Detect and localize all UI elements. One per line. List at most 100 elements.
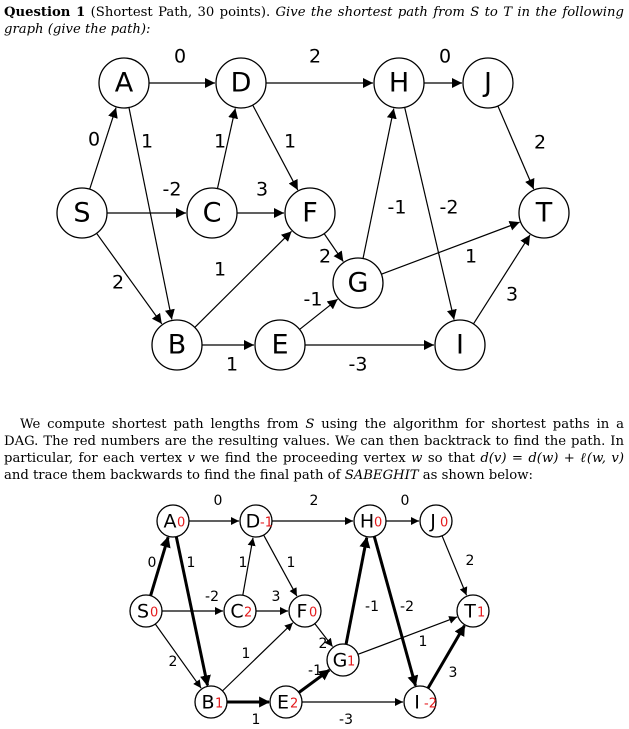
node-label-s: S: [73, 198, 90, 229]
edge-b-f: [194, 230, 292, 328]
node-label-h: H: [360, 511, 374, 533]
edge-g-h: [362, 108, 397, 259]
node-label-d: D: [231, 68, 252, 99]
node-label-s: S: [137, 601, 149, 623]
edge-weight-i-t: 3: [449, 665, 458, 681]
node-distance-i: -2: [424, 697, 437, 712]
edge-weight-e-i: -3: [349, 354, 368, 376]
edge-f-g: [314, 623, 334, 647]
node-a: [98, 57, 150, 109]
node-label-h: H: [389, 68, 409, 99]
edge-weight-s-c: -2: [205, 589, 219, 605]
edge-weight-e-i: -3: [339, 712, 353, 728]
node-distance-e: 2: [290, 697, 298, 712]
node-t: [456, 594, 490, 628]
node-label-f: F: [302, 198, 318, 229]
edge-weight-i-t: 3: [506, 284, 518, 306]
node-e: [269, 685, 303, 719]
edge-weight-h-j: 0: [401, 493, 410, 509]
edge-weight-g-t: 1: [465, 246, 477, 268]
graph-original: 0 -2 2 0 1 1 3 2 1 0 2 2 1 1 -1 -3 -1 1 -2 3 S A D H J C F T G B E I: [56, 46, 570, 376]
node-g: [326, 643, 360, 677]
explanation-part-d: so that: [422, 451, 481, 466]
edge-weight-s-a: 0: [88, 129, 100, 151]
question-meta: (Shortest Path, 30 points).: [90, 5, 271, 20]
edge-weight-e-g: -1: [308, 663, 322, 679]
explanation-part-a: We compute shortest path lengths from: [20, 417, 306, 432]
node-i: [434, 319, 486, 371]
node-f: [288, 594, 322, 628]
question-number: Question 1: [4, 5, 86, 20]
node-distance-h: 0: [374, 516, 382, 531]
node-a: [156, 504, 190, 538]
edge-d-f: [263, 534, 298, 597]
edge-s-a: [149, 536, 171, 597]
edge-weight-s-a: 0: [148, 555, 157, 571]
edge-g-h: [344, 536, 371, 645]
edge-weight-c-d: 1: [214, 131, 226, 153]
edge-i-t: [426, 624, 466, 689]
explanation-part-f: as shown below:: [418, 468, 533, 483]
node-h: [353, 504, 387, 538]
node-distance-f: 0: [309, 606, 317, 621]
node-label-a: A: [164, 511, 177, 533]
node-c: [223, 594, 257, 628]
edge-weight-j-t: 2: [534, 132, 546, 154]
edge-weight-b-e: 1: [252, 712, 261, 728]
edge-weight-d-f: 1: [287, 555, 296, 571]
edge-weight-s-b: 2: [169, 654, 178, 670]
node-label-b: B: [168, 330, 187, 361]
edge-weight-b-f: 1: [242, 646, 251, 662]
edge-f-g: [323, 233, 344, 262]
edge-b-f: [222, 622, 294, 692]
edge-e-g: [299, 298, 339, 330]
explanation-part-e: and trace them backwards to find the fin…: [4, 468, 345, 483]
node-distance-d: -1: [260, 516, 273, 531]
edge-i-t: [472, 234, 531, 325]
edge-d-f: [252, 104, 299, 191]
edge-s-a: [89, 107, 118, 190]
edge-weight-h-i: -2: [400, 599, 414, 615]
edge-weight-a-d: 0: [174, 46, 186, 68]
edge-j-t: [497, 105, 535, 190]
edge-h-i: [372, 536, 419, 687]
edge-weight-c-f: 3: [272, 589, 281, 605]
node-label-g: G: [348, 268, 369, 299]
edge-e-g: [297, 668, 331, 694]
edge-a-b: [174, 536, 211, 687]
edge-weight-f-g: 2: [319, 246, 331, 268]
node-d: [239, 504, 273, 538]
edge-weight-a-b: 1: [187, 555, 196, 571]
explanation-text: We compute shortest path lengths from S …: [4, 416, 624, 484]
node-label-b: B: [201, 692, 214, 714]
node-g: [332, 257, 384, 309]
edge-c-d: [242, 537, 256, 596]
node-label-i: I: [456, 330, 464, 361]
edge-weight-d-f: 1: [284, 131, 296, 153]
node-label-j: J: [429, 511, 436, 533]
edge-h-i: [404, 107, 457, 320]
edge-weight-b-e: 1: [226, 354, 238, 376]
var-v: v: [187, 451, 195, 466]
edge-weight-d-h: 2: [309, 46, 321, 68]
node-b: [151, 319, 203, 371]
node-label-t: T: [463, 601, 476, 623]
node-label-i: I: [414, 692, 420, 714]
node-distance-t: 1: [477, 606, 485, 621]
node-j: [419, 504, 453, 538]
edge-weight-s-b: 2: [112, 272, 124, 294]
node-c: [186, 187, 238, 239]
node-d: [215, 57, 267, 109]
node-label-f: F: [297, 601, 308, 623]
node-j: [462, 57, 514, 109]
edge-c-d: [216, 108, 239, 189]
node-label-e: E: [277, 692, 289, 714]
node-h: [373, 57, 425, 109]
node-label-d: D: [246, 511, 261, 533]
edge-a-b: [128, 107, 175, 320]
edge-weight-s-c: -2: [163, 179, 182, 201]
edge-weight-a-b: 1: [141, 131, 153, 153]
node-s: [129, 594, 163, 628]
node-distance-g: 1: [347, 655, 355, 670]
